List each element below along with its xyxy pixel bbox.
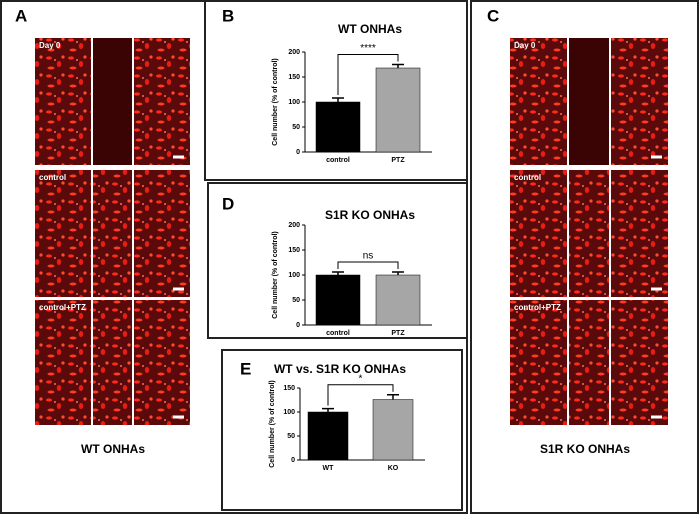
x-tick-label: control	[326, 157, 350, 164]
row-label: Day 0	[39, 41, 61, 50]
x-tick-label: PTZ	[391, 330, 405, 337]
y-tick-label: 150	[283, 385, 295, 392]
x-tick-label: WT	[323, 465, 335, 472]
row-label: control+PTZ	[514, 303, 561, 312]
error-bar	[332, 97, 344, 102]
bar	[375, 67, 421, 153]
micrograph	[510, 170, 668, 297]
significance-bracket	[337, 54, 399, 95]
scratch-gap	[568, 38, 610, 165]
panel-letter: D	[222, 194, 234, 213]
y-tick-label: 0	[296, 149, 300, 156]
bar	[307, 411, 349, 461]
y-axis-label: Cell number (% of control)	[269, 380, 276, 468]
panel-b-frame	[204, 0, 468, 181]
error-bar	[392, 271, 404, 275]
chart-title: S1R KO ONHAs	[325, 208, 415, 222]
significance-label: ns	[363, 251, 374, 262]
panel-letter: B	[222, 6, 234, 25]
y-tick-label: 0	[296, 322, 300, 329]
row-label: Day 0	[514, 41, 536, 50]
y-tick-label: 100	[288, 272, 300, 279]
panel-c-frame	[470, 0, 699, 514]
micrograph	[510, 300, 668, 425]
y-tick-label: 100	[283, 409, 295, 416]
chart-title: WT vs. S1R KO ONHAs	[274, 362, 406, 376]
error-bar	[387, 393, 399, 400]
panel-letter: E	[240, 359, 251, 378]
error-bar	[392, 63, 404, 68]
panel-e-frame	[221, 349, 463, 511]
micrograph	[35, 170, 190, 297]
significance-label: ****	[360, 43, 376, 54]
row-label: control	[39, 173, 66, 182]
row-label: control	[514, 173, 541, 182]
chart-title: WT ONHAs	[338, 22, 402, 36]
panel-letter: C	[487, 6, 499, 25]
y-tick-label: 150	[288, 247, 300, 254]
significance-bracket	[327, 384, 394, 406]
error-bar	[332, 271, 344, 275]
panel-d-frame	[207, 182, 468, 339]
y-tick-label: 50	[287, 433, 295, 440]
bar	[375, 274, 421, 326]
significance-label: *	[359, 373, 363, 384]
bar	[315, 274, 361, 326]
x-tick-label: PTZ	[391, 157, 405, 164]
y-tick-label: 200	[288, 222, 300, 229]
micrograph	[35, 300, 190, 425]
bar	[372, 399, 414, 461]
y-tick-label: 100	[288, 99, 300, 106]
y-tick-label: 0	[291, 457, 295, 464]
y-tick-label: 150	[288, 74, 300, 81]
y-tick-label: 50	[292, 297, 300, 304]
y-axis-label: Cell number (% of control)	[272, 231, 279, 319]
row-label: control+PTZ	[39, 303, 86, 312]
y-tick-label: 200	[288, 49, 300, 56]
error-bar	[322, 407, 334, 412]
scratch-gap	[92, 38, 133, 165]
panel-letter: A	[15, 6, 27, 25]
bar	[315, 101, 361, 153]
y-tick-label: 50	[292, 124, 300, 131]
y-axis-label: Cell number (% of control)	[272, 58, 279, 146]
x-tick-label: KO	[388, 465, 399, 472]
caption: S1R KO ONHAs	[540, 442, 630, 456]
significance-bracket	[337, 261, 399, 269]
caption: WT ONHAs	[81, 442, 145, 456]
x-tick-label: control	[326, 330, 350, 337]
